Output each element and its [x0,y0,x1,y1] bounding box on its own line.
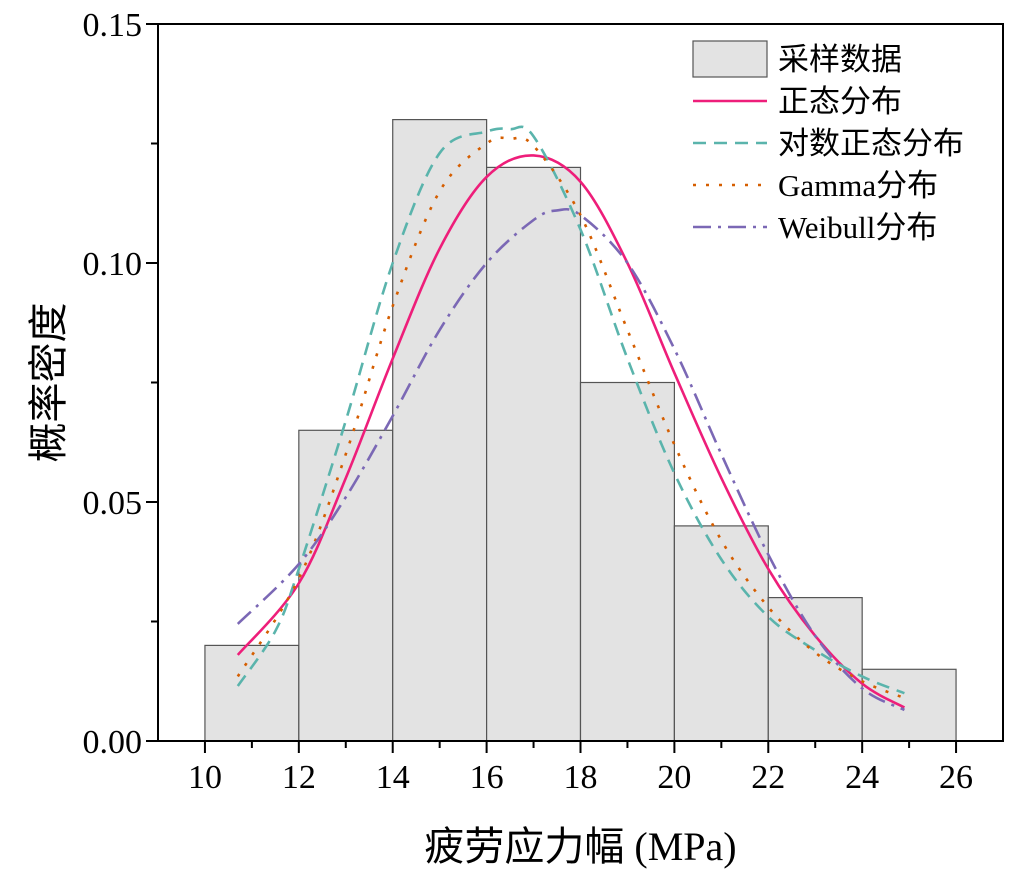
x-axis-title: 疲劳应力幅 (MPa) [424,824,736,869]
y-axis: 0.00 0.05 0.10 0.15 [83,7,158,761]
histogram-bar-3 [486,166,582,742]
y-tick-label: 0.05 [83,485,143,522]
histogram-bar-2 [392,118,488,742]
legend-label-0: 正态分布 [778,84,902,119]
x-tick-label: 18 [564,759,598,796]
y-tick-label: 0.10 [83,246,143,283]
histogram-bars [204,118,957,742]
legend-label-2: Gamma分布 [778,168,938,203]
x-tick-label: 24 [845,759,879,796]
x-tick-label: 12 [282,759,316,796]
histogram-bar-7 [861,668,957,742]
histogram-bar-1 [298,429,394,742]
x-axis: 10 12 14 16 18 20 22 24 26 [188,741,973,796]
x-tick-label: 20 [657,759,691,796]
x-tick-label: 14 [376,759,410,796]
y-tick-label: 0.00 [83,724,143,761]
x-tick-label: 26 [939,759,973,796]
legend-swatch-histogram [692,40,768,78]
series-line-0 [236,154,906,709]
y-axis-title: 概率密度 [26,303,71,463]
histogram-bar-5 [673,525,769,742]
x-tick-label: 10 [188,759,222,796]
histogram-bar-4 [579,381,675,742]
x-tick-label: 22 [751,759,785,796]
x-tick-label: 16 [470,759,504,796]
legend-label-3: Weibull分布 [778,210,937,245]
series-line-1 [236,125,905,695]
fit-curves [236,125,906,712]
series-line-3 [236,207,906,712]
legend-label-histogram: 采样数据 [778,42,902,77]
y-tick-label: 0.15 [83,7,143,44]
legend-label-1: 对数正态分布 [778,126,964,161]
histogram-bar-0 [204,644,300,742]
